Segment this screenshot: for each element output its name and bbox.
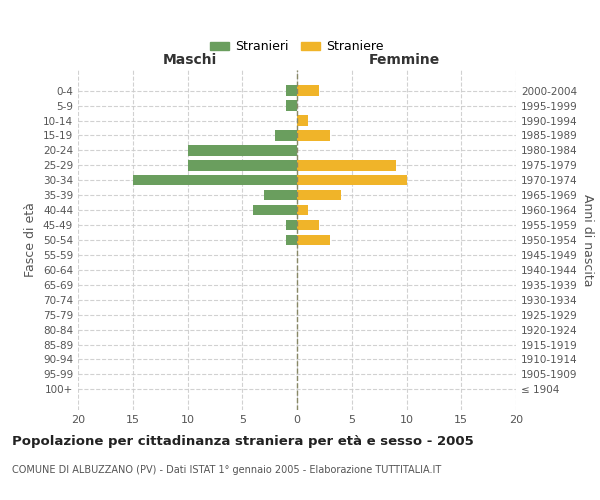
- Text: Popolazione per cittadinanza straniera per età e sesso - 2005: Popolazione per cittadinanza straniera p…: [12, 435, 474, 448]
- Bar: [275, 130, 297, 140]
- Bar: [286, 100, 297, 111]
- Bar: [297, 205, 308, 216]
- Bar: [187, 160, 297, 170]
- Text: COMUNE DI ALBUZZANO (PV) - Dati ISTAT 1° gennaio 2005 - Elaborazione TUTTITALIA.: COMUNE DI ALBUZZANO (PV) - Dati ISTAT 1°…: [12, 465, 441, 475]
- Bar: [297, 220, 319, 230]
- Bar: [297, 235, 330, 245]
- Y-axis label: Fasce di età: Fasce di età: [25, 202, 37, 278]
- Bar: [264, 190, 297, 200]
- Bar: [286, 86, 297, 96]
- Text: Femmine: Femmine: [368, 52, 440, 66]
- Bar: [286, 220, 297, 230]
- Bar: [297, 86, 319, 96]
- Bar: [286, 235, 297, 245]
- Bar: [297, 190, 341, 200]
- Text: Maschi: Maschi: [163, 52, 217, 66]
- Bar: [297, 130, 330, 140]
- Bar: [297, 116, 308, 126]
- Bar: [253, 205, 297, 216]
- Y-axis label: Anni di nascita: Anni di nascita: [581, 194, 594, 286]
- Bar: [133, 175, 297, 186]
- Bar: [297, 175, 407, 186]
- Legend: Stranieri, Straniere: Stranieri, Straniere: [205, 36, 389, 59]
- Bar: [187, 145, 297, 156]
- Bar: [297, 160, 395, 170]
